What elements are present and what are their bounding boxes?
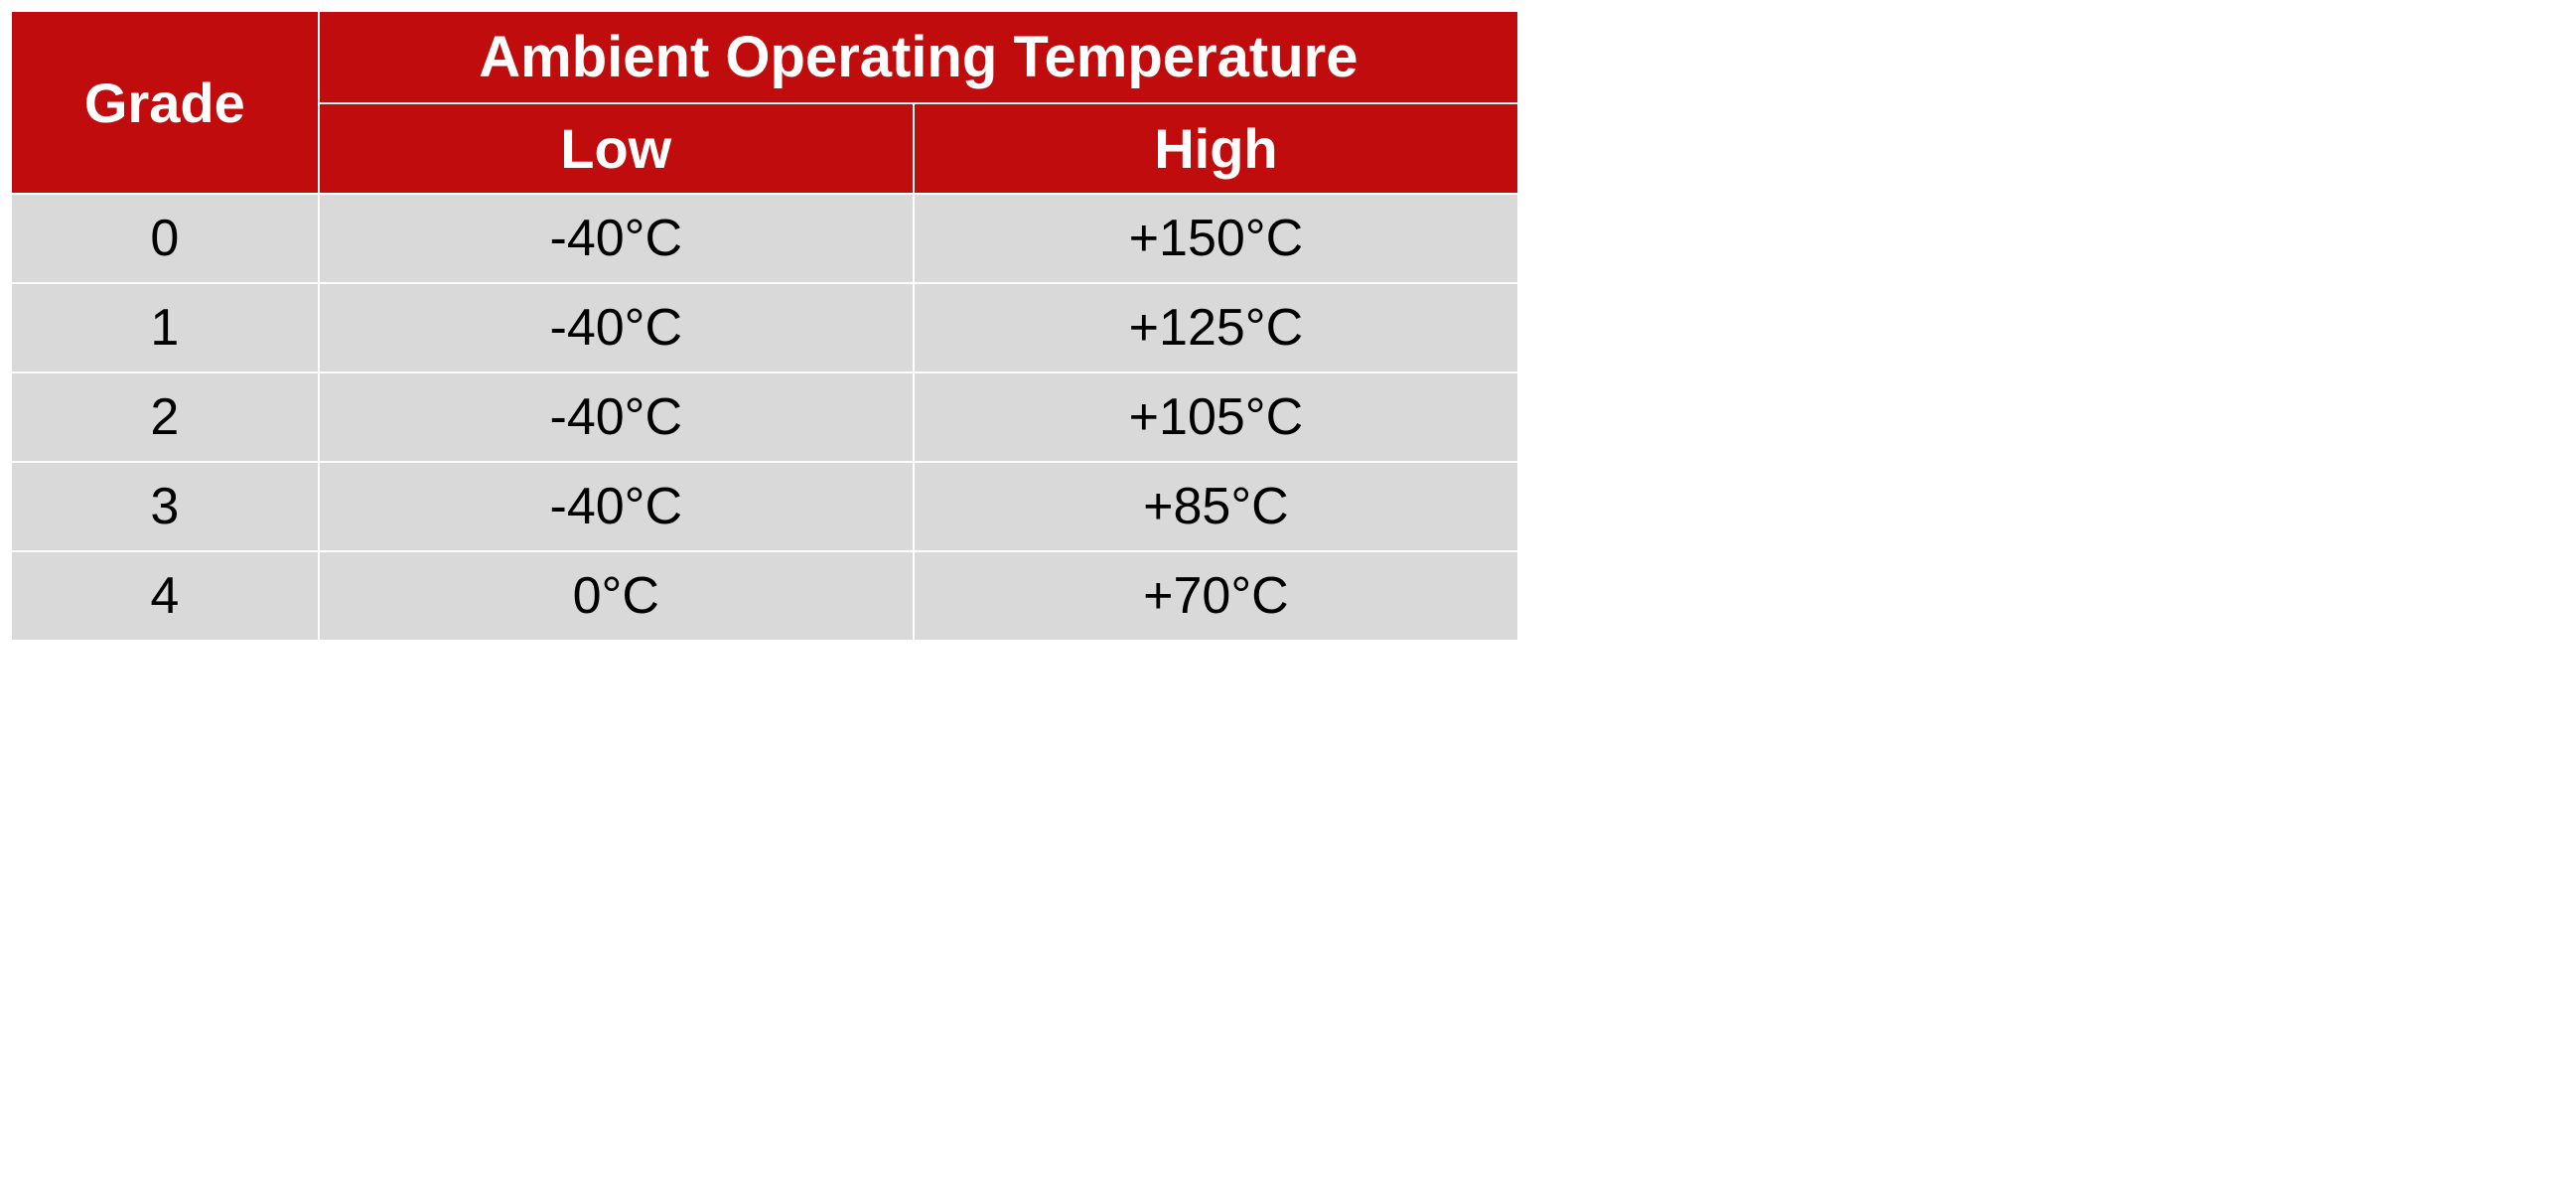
table: Grade Ambient Operating Temperature Low … (10, 10, 1519, 642)
table-row: 1 -40°C +125°C (11, 283, 1518, 372)
cell-high: +70°C (914, 551, 1518, 641)
cell-grade: 0 (11, 194, 319, 283)
table-row: 4 0°C +70°C (11, 551, 1518, 641)
table-row: 3 -40°C +85°C (11, 462, 1518, 551)
cell-low: -40°C (319, 372, 914, 462)
header-ambient: Ambient Operating Temperature (319, 11, 1518, 103)
cell-grade: 4 (11, 551, 319, 641)
cell-low: 0°C (319, 551, 914, 641)
cell-low: -40°C (319, 194, 914, 283)
cell-high: +125°C (914, 283, 1518, 372)
cell-grade: 1 (11, 283, 319, 372)
table-row: 2 -40°C +105°C (11, 372, 1518, 462)
cell-grade: 2 (11, 372, 319, 462)
cell-high: +105°C (914, 372, 1518, 462)
cell-low: -40°C (319, 283, 914, 372)
table-body: 0 -40°C +150°C 1 -40°C +125°C 2 -40°C +1… (11, 194, 1518, 641)
table-row: 0 -40°C +150°C (11, 194, 1518, 283)
temperature-grade-table: Grade Ambient Operating Temperature Low … (10, 10, 1519, 642)
table-header: Grade Ambient Operating Temperature Low … (11, 11, 1518, 194)
cell-high: +85°C (914, 462, 1518, 551)
header-high: High (914, 103, 1518, 194)
header-low: Low (319, 103, 914, 194)
cell-high: +150°C (914, 194, 1518, 283)
cell-low: -40°C (319, 462, 914, 551)
header-grade: Grade (11, 11, 319, 194)
table-header-row-1: Grade Ambient Operating Temperature (11, 11, 1518, 103)
cell-grade: 3 (11, 462, 319, 551)
